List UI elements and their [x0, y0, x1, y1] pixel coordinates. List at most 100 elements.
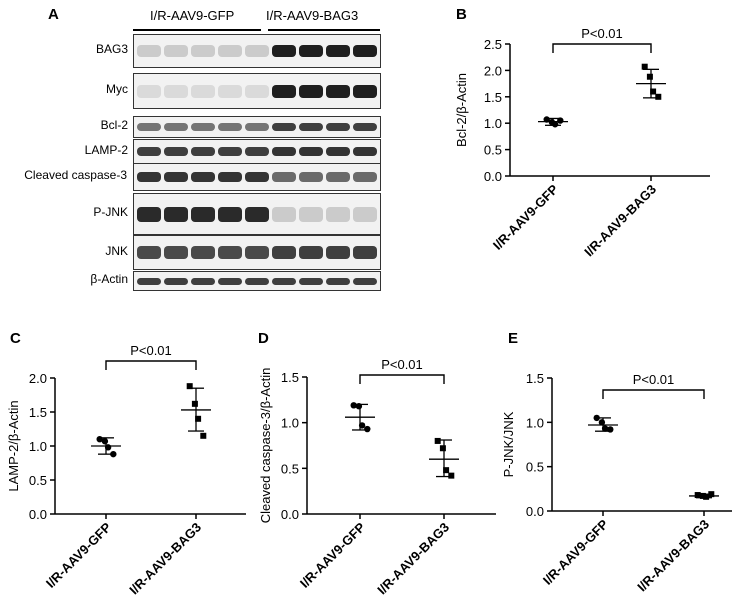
blot-strip: [133, 116, 381, 138]
chart-panel-e: 0.0 0.5 1.0 1.5 P-JNK/JNK I/R-AAV9-GFP I/R-AAV…: [501, 371, 732, 594]
blot-band: [164, 123, 188, 131]
data-point: [195, 415, 202, 422]
data-point: [551, 121, 559, 128]
blot-band: [191, 172, 215, 182]
x-tick-label: I/R-AAV9-BAG3: [374, 520, 452, 598]
blot-band: [137, 172, 161, 182]
significance-bracket: [602, 389, 705, 399]
data-point: [557, 117, 564, 124]
y-tick-label: 0.0: [484, 169, 502, 184]
blot-row-label: LAMP-2: [84, 142, 128, 157]
blot-group-line-bag3: [268, 29, 380, 31]
chart-panel-d: 0.0 0.5 1.0 1.5 Cleaved caspase-3/β-Actin I/R…: [258, 357, 496, 598]
blot-band: [272, 278, 296, 285]
data-point: [191, 400, 198, 407]
data-point: [448, 472, 455, 479]
blot-band: [218, 85, 242, 98]
blot-band: [191, 147, 215, 156]
blot-group-line-gfp: [133, 29, 261, 31]
blot-strip: [133, 235, 381, 270]
blot-band: [137, 85, 161, 98]
blot-band: [326, 278, 350, 285]
significance-bracket: [552, 43, 652, 53]
y-tick-label: 1.5: [29, 405, 47, 420]
blot-band: [137, 123, 161, 131]
blot-band: [299, 45, 323, 57]
data-point: [601, 425, 609, 432]
blot-band: [353, 246, 377, 259]
y-axis-label: Cleaved caspase-3/β-Actin: [258, 368, 273, 524]
blot-band: [299, 147, 323, 156]
blot-band: [218, 172, 242, 182]
data-point: [703, 493, 710, 500]
blot-band: [191, 85, 215, 98]
blot-band: [137, 147, 161, 156]
data-point: [593, 414, 600, 422]
blot-band: [353, 278, 377, 285]
blot-band: [218, 278, 242, 285]
blot-band: [353, 207, 377, 222]
data-point: [186, 383, 193, 390]
blot-band: [326, 172, 350, 182]
blot-band: [299, 207, 323, 222]
significance-label: P<0.01: [130, 343, 172, 358]
x-tick-label: I/R-AAV9-GFP: [297, 519, 368, 590]
data-point: [543, 116, 550, 123]
blot-band: [299, 172, 323, 182]
data-point: [104, 444, 112, 451]
blot-band: [164, 207, 188, 222]
x-tick-label: I/R-AAV9-BAG3: [126, 520, 204, 598]
blot-band: [326, 123, 350, 131]
blot-band: [164, 45, 188, 57]
data-point: [699, 492, 706, 499]
data-point: [694, 492, 701, 499]
data-point: [101, 438, 109, 445]
blot-band: [326, 85, 350, 98]
blot-band: [191, 45, 215, 57]
blot-band: [326, 207, 350, 222]
blot-band: [299, 123, 323, 131]
blot-row-label: Bcl-2: [100, 118, 128, 132]
blot-band: [137, 246, 161, 259]
blot-band: [164, 85, 188, 98]
chart-panel-c: 0.0 0.5 1.0 1.5 2.0 LAMP-2/β-Actin I/R-AAV9-GF…: [6, 343, 246, 598]
blot-strip: [133, 271, 381, 291]
data-point: [364, 425, 371, 433]
data-point: [434, 437, 441, 444]
blot-band: [272, 45, 296, 57]
blot-band: [272, 207, 296, 222]
blot-band: [164, 172, 188, 182]
blot-band: [137, 45, 161, 57]
blot-row-label: P-JNK: [93, 205, 128, 219]
y-tick-label: 0.0: [526, 504, 544, 519]
blot-band: [245, 207, 269, 222]
blot-band: [326, 147, 350, 156]
blot-band: [218, 123, 242, 131]
blot-band: [353, 123, 377, 131]
blot-band: [137, 278, 161, 285]
blot-band: [191, 207, 215, 222]
y-tick-label: 2.0: [29, 371, 47, 386]
blot-band: [272, 147, 296, 156]
blot-group-label-gfp: I/R-AAV9-GFP: [150, 8, 235, 23]
blot-row-label: JNK: [105, 243, 128, 258]
data-point: [439, 445, 446, 452]
y-tick-label: 1.0: [526, 415, 544, 430]
blot-band: [272, 85, 296, 98]
blot-strip: [133, 73, 381, 109]
blot-band: [218, 207, 242, 222]
blot-band: [245, 278, 269, 285]
y-tick-label: 0.5: [29, 473, 47, 488]
y-tick-label: 1.0: [484, 116, 502, 131]
y-tick-label: 2.0: [484, 63, 502, 78]
data-point: [96, 436, 103, 443]
blot-row-label: Myc: [106, 82, 128, 96]
y-axis-label: Bcl-2/β-Actin: [454, 73, 469, 147]
blot-band: [191, 123, 215, 131]
blot-band: [299, 246, 323, 259]
blot-band: [299, 278, 323, 285]
x-tick-label: I/R-AAV9-GFP: [43, 519, 114, 590]
blot-band: [272, 123, 296, 131]
significance-bracket: [359, 374, 445, 384]
data-point: [200, 432, 207, 439]
